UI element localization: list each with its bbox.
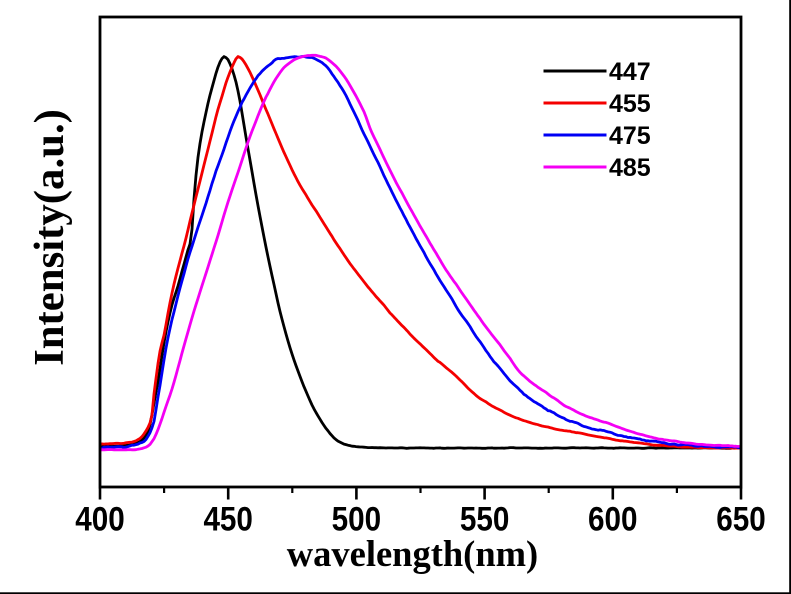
svg-text:400: 400: [75, 501, 125, 539]
svg-text:550: 550: [460, 501, 510, 539]
svg-text:485: 485: [609, 154, 651, 182]
svg-text:600: 600: [588, 501, 638, 539]
svg-text:650: 650: [716, 501, 766, 539]
svg-text:447: 447: [609, 58, 651, 86]
svg-text:wavelength(nm): wavelength(nm): [287, 533, 538, 574]
svg-text:500: 500: [332, 501, 382, 539]
svg-text:455: 455: [609, 90, 651, 118]
svg-text:475: 475: [609, 122, 651, 150]
svg-text:Intensity(a.u.): Intensity(a.u.): [26, 109, 73, 366]
svg-text:450: 450: [203, 501, 253, 539]
